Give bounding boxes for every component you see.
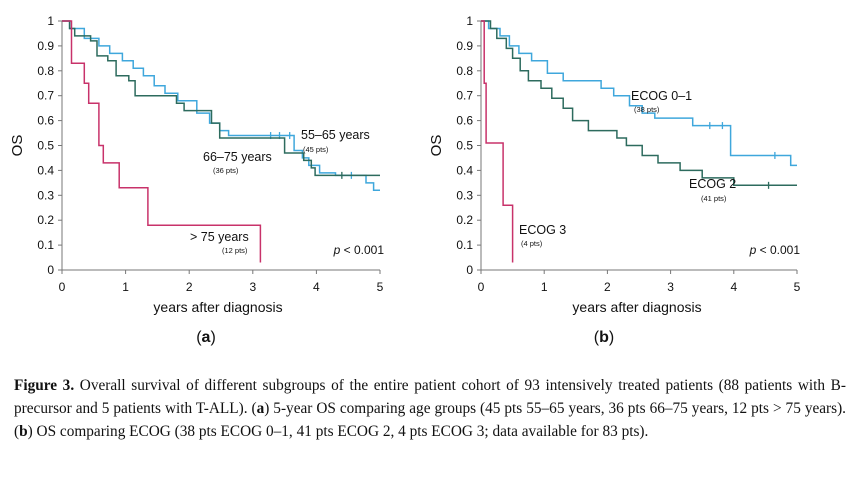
x-tick-label: 1 [122, 280, 129, 294]
km-curve-2 [481, 21, 797, 185]
x-tick-label: 3 [667, 280, 674, 294]
panel-label-part: ) [609, 329, 614, 346]
caption-part: b [19, 423, 28, 440]
y-tick-label: 0.5 [37, 139, 54, 153]
y-tick-label: 0.1 [37, 238, 54, 252]
y-tick-label: 0 [47, 263, 54, 277]
x-tick-label: 0 [478, 280, 485, 294]
x-tick-label: 3 [249, 280, 256, 294]
y-tick-label: 0.7 [37, 89, 54, 103]
panel-a-age-groups: 0 0.1 0.2 0.3 0.4 0.5 0.6 0.7 0.8 0.9 1 0 1 2 3 4 5 years… [9, 14, 384, 346]
p-value: p < 0.001 [749, 243, 801, 257]
y-axis-title: OS [9, 135, 26, 157]
y-tick-label: 0.2 [456, 213, 473, 227]
panel-label: (a) [196, 329, 216, 346]
y-axis-title: OS [428, 135, 445, 157]
y-tick-label: 1 [466, 14, 473, 28]
panel-label-part: b [599, 329, 609, 346]
series-label: 55–65 years [301, 128, 370, 142]
x-tick-label: 5 [377, 280, 384, 294]
series-label: 66–75 years [203, 150, 272, 164]
x-axis-title: years after diagnosis [153, 299, 282, 315]
series-n-label: (41 pts) [701, 194, 727, 203]
x-tick-label: 4 [313, 280, 320, 294]
series-n-label: (4 pts) [521, 239, 543, 248]
panel-label: (b) [594, 329, 614, 346]
figure-caption: Figure 3. Overall survival of different … [14, 374, 846, 443]
series-n-label: (36 pts) [213, 166, 239, 175]
caption-part: Figure 3. [14, 377, 74, 394]
y-tick-label: 0.6 [37, 114, 54, 128]
y-tick-label: 0.4 [456, 163, 473, 177]
panel-label-part: a [202, 329, 211, 346]
x-tick-label: 4 [730, 280, 737, 294]
series-label: > 75 years [190, 230, 249, 244]
km-curve-3 [481, 21, 513, 263]
y-tick-label: 0.2 [37, 213, 54, 227]
y-tick-label: 0.8 [37, 64, 54, 78]
km-curve-3 [62, 21, 260, 263]
x-tick-label: 5 [794, 280, 801, 294]
series-n-label: (12 pts) [222, 246, 248, 255]
x-tick-label: 0 [59, 280, 66, 294]
y-tick-label: 0.4 [37, 163, 54, 177]
y-tick-label: 1 [47, 14, 54, 28]
y-tick-label: 0.7 [456, 89, 473, 103]
y-tick-label: 0.8 [456, 64, 473, 78]
series-label: ECOG 0–1 [631, 89, 692, 103]
caption-part: ) OS comparing ECOG (38 pts ECOG 0–1, 41… [28, 423, 649, 440]
series-n-label: (38 pts) [634, 105, 660, 114]
x-axis-title: years after diagnosis [572, 299, 701, 315]
p-value: p < 0.001 [333, 243, 385, 257]
y-tick-label: 0.1 [456, 238, 473, 252]
km-curve-1 [62, 21, 380, 190]
series-label: ECOG 2 [689, 177, 736, 191]
series-label: ECOG 3 [519, 223, 566, 237]
y-tick-label: 0.9 [456, 39, 473, 53]
figure-3: 0 0.1 0.2 0.3 0.4 0.5 0.6 0.7 0.8 0.9 1 0 1 2 3 4 5 years… [0, 0, 860, 372]
x-tick-label: 2 [186, 280, 193, 294]
y-tick-label: 0.9 [37, 39, 54, 53]
y-tick-label: 0 [466, 263, 473, 277]
y-tick-label: 0.6 [456, 114, 473, 128]
panel-label-part: ) [210, 329, 215, 346]
x-tick-label: 1 [541, 280, 548, 294]
panel-b-ecog: 0 0.1 0.2 0.3 0.4 0.5 0.6 0.7 0.8 0.9 1 0 1 2 3 4 5 years… [428, 14, 801, 346]
p-value-text: < 0.001 [340, 243, 384, 257]
series-n-label: (45 pts) [303, 145, 329, 154]
p-value-text: < 0.001 [756, 243, 800, 257]
y-tick-label: 0.3 [456, 188, 473, 202]
y-tick-label: 0.3 [37, 188, 54, 202]
y-tick-label: 0.5 [456, 139, 473, 153]
x-tick-label: 2 [604, 280, 611, 294]
